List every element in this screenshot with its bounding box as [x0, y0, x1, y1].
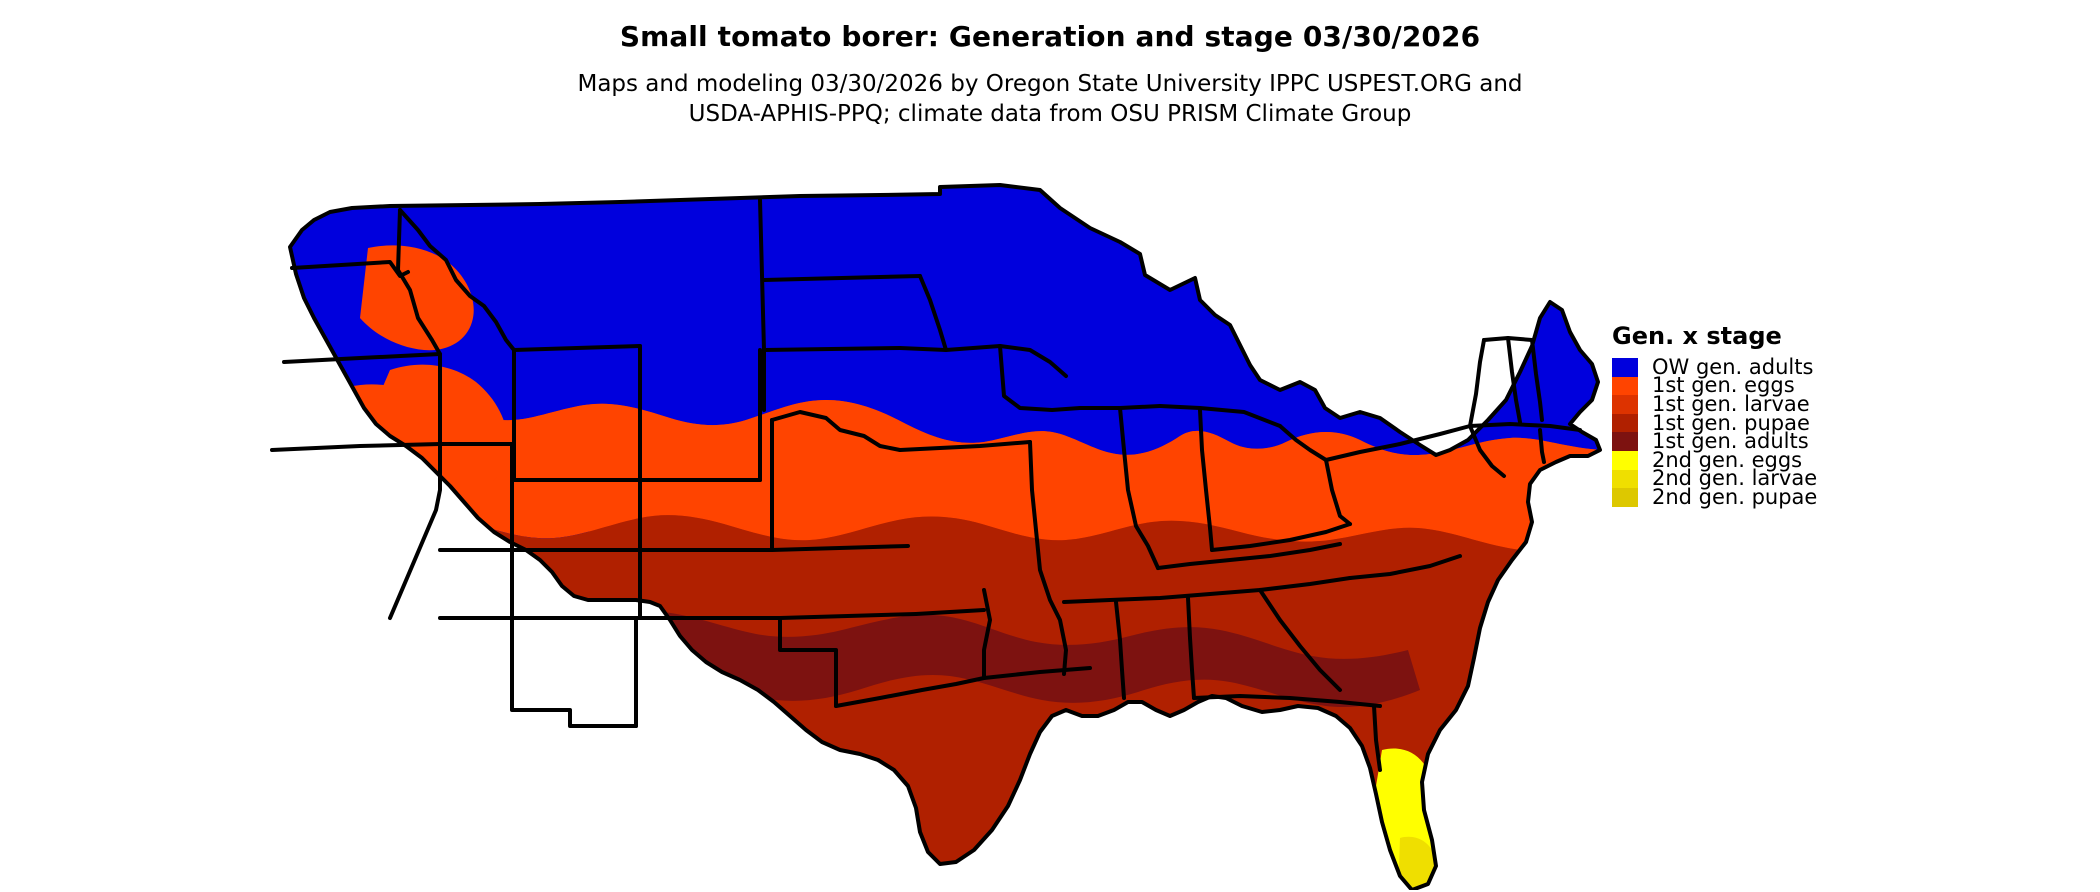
band-2nd-gen-larvae-tip-florida [1398, 836, 1438, 890]
border-oh-wv [1210, 522, 1352, 552]
legend-swatch-ow-gen-adults [1612, 358, 1638, 377]
legend-item-1st-gen-eggs[interactable]: 1st gen. eggs [1612, 373, 2072, 398]
border-mn-ia [898, 344, 1002, 352]
border-ar-la [982, 666, 1092, 680]
band-2nd-gen-eggs-imperial [362, 615, 453, 702]
border-ny-vt [1468, 338, 1486, 428]
border-or-ca [270, 442, 442, 452]
map-subtitle-line-1: Maps and modeling 03/30/2026 by Oregon S… [577, 71, 1523, 97]
legend-item-1st-gen-pupae[interactable]: 1st gen. pupae [1612, 410, 2072, 435]
border-oh-pa [1278, 424, 1328, 462]
border-ok-ar [914, 608, 986, 616]
legend-swatch-2nd-gen-eggs [1612, 450, 1638, 470]
border-nc-va [1348, 554, 1462, 580]
border-tn-ms-al-ga [1062, 576, 1352, 604]
map-canvas[interactable] [240, 150, 1610, 890]
map-subtitle-line-2: USDA-APHIS-PPQ; climate data from OSU PR… [688, 101, 1412, 127]
legend-swatch-2nd-gen-pupae [1612, 488, 1638, 507]
border-wa-or [282, 352, 442, 364]
border-in-oh-mi [1158, 404, 1282, 428]
band-orange-coastal-strip [290, 308, 298, 560]
legend-item-1st-gen-adults[interactable]: 1st gen. adults [1612, 429, 2072, 454]
border-ut-az [438, 548, 514, 620]
border-pa-md [1324, 458, 1352, 526]
border-ga-sc [1258, 588, 1342, 692]
band-1st-gen-eggs [290, 384, 1600, 552]
border-ny-nj [1468, 424, 1506, 478]
band-2nd-gen-eggs-socal-coast [320, 640, 360, 686]
legend-label-ow-gen-adults: OW gen. adults [1652, 354, 1814, 379]
border-ok-north [778, 612, 918, 620]
legend-label-1st-gen-adults: 1st gen. adults [1652, 429, 1809, 454]
border-pa-ny [1324, 424, 1472, 462]
legend-label-1st-gen-larvae: 1st gen. larvae [1652, 391, 1810, 416]
legend-label-1st-gen-pupae: 1st gen. pupae [1652, 410, 1810, 435]
band-orange-north-idaho [360, 245, 474, 351]
border-nh-me [1530, 338, 1544, 422]
border-id-west [396, 208, 442, 446]
border-ok-tx-panhandle [778, 616, 838, 708]
legend-swatch-1st-gen-pupae [1612, 413, 1638, 433]
border-ga-fl [1192, 694, 1382, 708]
state-boundaries-layer [270, 183, 1602, 890]
legend-item-2nd-gen-larvae[interactable]: 2nd gen. larvae [1612, 466, 2072, 491]
border-ct-ri [1538, 428, 1546, 464]
border-ks-ok-east [770, 544, 910, 552]
border-ms-al [1114, 600, 1126, 700]
border-al-ga [1186, 596, 1196, 700]
border-fl-east [1372, 704, 1382, 772]
border-mn-sd [918, 274, 948, 352]
legend-item-ow-gen-adults[interactable]: OW gen. adults [1612, 354, 2072, 379]
legend-swatch-2nd-gen-larvae [1612, 469, 1638, 489]
border-ia-wi [998, 344, 1082, 412]
border-in-oh [1198, 408, 1214, 552]
legend-item-1st-gen-larvae[interactable]: 1st gen. larvae [1612, 391, 2072, 416]
legend-item-2nd-gen-pupae[interactable]: 2nd gen. pupae [1612, 484, 2072, 509]
border-nd-sd [762, 274, 922, 282]
border-wy [512, 344, 642, 482]
legend-label-2nd-gen-pupae: 2nd gen. pupae [1652, 484, 1818, 509]
us-choropleth-map[interactable] [240, 150, 1610, 890]
legend-label-2nd-gen-eggs: 2nd gen. eggs [1652, 447, 1803, 472]
title-block: Small tomato borer: Generation and stage… [0, 0, 2100, 129]
border-nv-ca [388, 442, 442, 620]
border-mn-wi [998, 344, 1068, 378]
band-2nd-gen-eggs-south-texas [622, 719, 830, 890]
border-id-mt [398, 208, 516, 352]
legend-title: Gen. x stage [1612, 322, 1782, 350]
legend-label-1st-gen-eggs: 1st gen. eggs [1652, 373, 1795, 398]
legend-item-2nd-gen-eggs[interactable]: 2nd gen. eggs [1612, 447, 2072, 472]
legend-swatch-1st-gen-adults [1612, 432, 1638, 451]
border-sd-ne [762, 346, 902, 352]
legend-swatch-1st-gen-larvae [1612, 395, 1638, 414]
border-az-nm [510, 616, 638, 728]
border-ar-west [982, 588, 992, 680]
legend-swatch-1st-gen-eggs [1612, 376, 1638, 396]
border-mt-wy [512, 344, 642, 352]
border-ok-tx [834, 676, 986, 708]
border-il-in [1118, 406, 1160, 570]
page-title: Small tomato borer: Generation and stage… [619, 20, 1481, 53]
border-ne-ks-north [770, 410, 902, 452]
legend: Gen. x stage OW gen. adults 1st gen. egg… [1612, 322, 2072, 507]
map-subtitle: Maps and modeling 03/30/2026 by Oregon S… [0, 69, 2100, 129]
border-ky-tn [1156, 542, 1342, 570]
border-ny-ma-ct [1468, 422, 1582, 432]
legend-items-list: OW gen. adults 1st gen. eggs 1st gen. la… [1612, 354, 2072, 509]
border-ia-mo [898, 440, 1032, 452]
border-wa-or-north [290, 260, 410, 278]
border-vt-nh-line [1506, 336, 1522, 424]
border-mo-il-ms [1028, 440, 1068, 676]
band-2nd-gen-larvae-tip-texas [692, 837, 756, 890]
legend-label-2nd-gen-larvae: 2nd gen. larvae [1652, 466, 1818, 491]
